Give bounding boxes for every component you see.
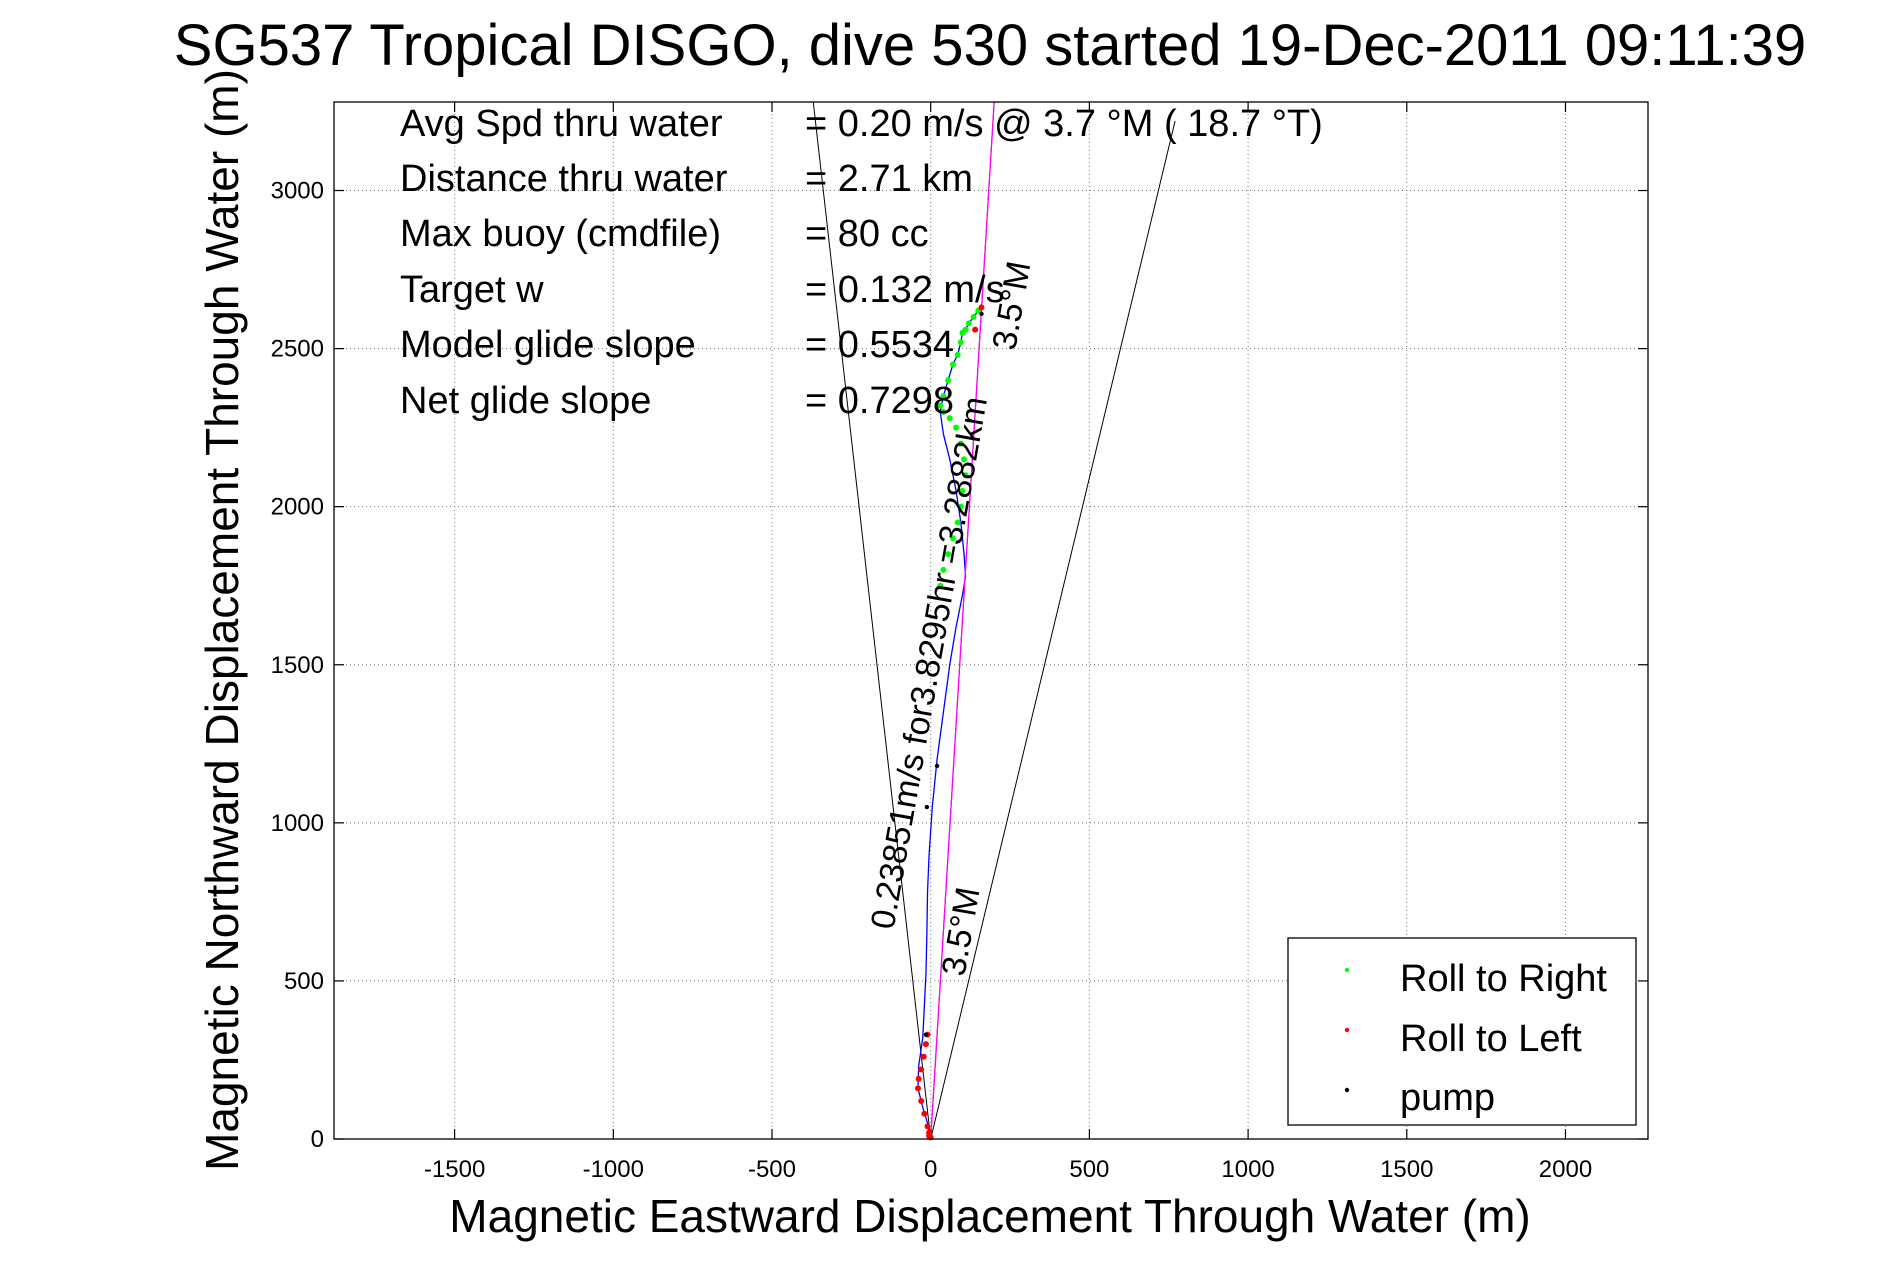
stat-value: = 0.132 m/s <box>805 269 1005 311</box>
pump-marker <box>934 763 940 769</box>
roll-left-marker <box>924 1123 931 1130</box>
x-tick-label: -500 <box>748 1156 796 1183</box>
roll-right-marker <box>957 440 964 447</box>
x-axis-ticks: -1500 -1000 -500 0 500 1000 1500 2000 <box>424 102 1592 1183</box>
track-lines <box>917 101 995 1140</box>
legend-label: Roll to Left <box>1400 1018 1582 1060</box>
cone-line <box>930 120 1176 1140</box>
roll-left-marker <box>920 1053 927 1060</box>
roll-markers <box>915 304 985 1141</box>
roll-right-marker <box>959 487 966 494</box>
pump-marker <box>979 311 984 317</box>
stat-label: Max buoy (cmdfile) <box>400 213 721 255</box>
x-tick-label: -1000 <box>583 1156 644 1183</box>
roll-right-marker <box>957 503 964 510</box>
axes-box <box>333 101 1649 1140</box>
roll-right-marker <box>945 377 952 384</box>
roll-left-marker <box>972 326 979 333</box>
roll-right-marker <box>949 535 956 542</box>
roll-left-marker <box>918 1066 925 1073</box>
legend-label: pump <box>1400 1077 1495 1119</box>
legend-marker-roll-left <box>1344 1027 1350 1033</box>
x-axis-label: Magnetic Eastward Displacement Through W… <box>449 1190 1530 1242</box>
roll-left-marker <box>915 1075 922 1082</box>
roll-right-marker <box>970 313 977 320</box>
roll-left-marker <box>915 1085 921 1092</box>
pump-marker <box>923 1032 929 1037</box>
x-tick-label: 0 <box>924 1156 937 1183</box>
stat-label: Avg Spd thru water <box>400 103 723 145</box>
roll-right-marker <box>945 551 952 558</box>
stat-label: Distance thru water <box>400 158 728 200</box>
roll-left-marker <box>921 1110 928 1117</box>
y-axis-ticks: 0 500 1000 1500 2000 2500 3000 <box>271 178 1648 1153</box>
x-tick-label: 500 <box>1069 1156 1109 1183</box>
roll-right-marker <box>953 424 960 431</box>
roll-right-marker <box>954 351 961 358</box>
stat-value: = 0.7298 <box>805 380 954 422</box>
y-tick-label: 1500 <box>271 652 324 679</box>
y-tick-label: 0 <box>311 1126 324 1153</box>
roll-right-marker <box>937 402 944 409</box>
roll-right-marker <box>957 339 964 346</box>
roll-right-marker <box>940 393 947 400</box>
cone-line <box>812 101 932 1140</box>
stat-label: Net glide slope <box>400 380 651 422</box>
legend-marker-pump <box>1344 1087 1350 1093</box>
y-axis-label: Magnetic Northward Displacement Through … <box>196 69 248 1171</box>
roll-left-marker <box>926 1129 933 1136</box>
stat-value: = 0.20 m/s @ 3.7 °M ( 18.7 °T) <box>805 103 1323 145</box>
roll-right-marker <box>940 408 947 415</box>
legend-label: Roll to Right <box>1400 958 1607 1000</box>
roll-left-marker <box>978 304 985 311</box>
roll-left-marker <box>922 1041 929 1048</box>
stat-value: = 2.71 km <box>805 158 973 200</box>
pump-marker <box>924 804 930 810</box>
legend: Roll to Right Roll to Left pump <box>1287 937 1637 1126</box>
stat-label: Target w <box>400 269 544 311</box>
roll-left-marker <box>918 1098 925 1105</box>
roll-right-marker <box>940 566 947 573</box>
stat-label: Model glide slope <box>400 324 696 366</box>
plot-area: -1500 -1000 -500 0 500 1000 1500 2000 0 500 1000 1… <box>271 101 1649 1183</box>
roll-right-marker <box>961 456 968 463</box>
roll-right-marker <box>949 361 956 368</box>
y-tick-label: 1000 <box>271 810 324 837</box>
y-tick-label: 2000 <box>271 494 324 521</box>
legend-marker-roll-right <box>1344 967 1350 973</box>
chart-title: SG537 Tropical DISGO, dive 530 started 1… <box>174 13 1806 78</box>
stat-value: = 80 cc <box>805 213 929 255</box>
y-tick-label: 3000 <box>271 178 324 205</box>
stats-box: Avg Spd thru water = 0.20 m/s @ 3.7 °M (… <box>400 103 1323 422</box>
y-tick-label: 2500 <box>271 336 324 363</box>
track-line <box>930 101 995 1140</box>
roll-right-marker <box>946 415 953 422</box>
roll-right-marker <box>937 582 944 589</box>
roll-right-marker <box>954 519 961 526</box>
x-tick-label: -1500 <box>424 1156 485 1183</box>
x-tick-label: 1500 <box>1380 1156 1433 1183</box>
stat-value: = 0.5534 <box>805 324 954 366</box>
roll-right-marker <box>962 472 969 479</box>
y-tick-label: 500 <box>284 968 324 995</box>
x-tick-label: 1000 <box>1221 1156 1274 1183</box>
roll-right-marker <box>962 326 969 333</box>
x-tick-label: 2000 <box>1539 1156 1592 1183</box>
roll-right-marker <box>965 320 972 327</box>
